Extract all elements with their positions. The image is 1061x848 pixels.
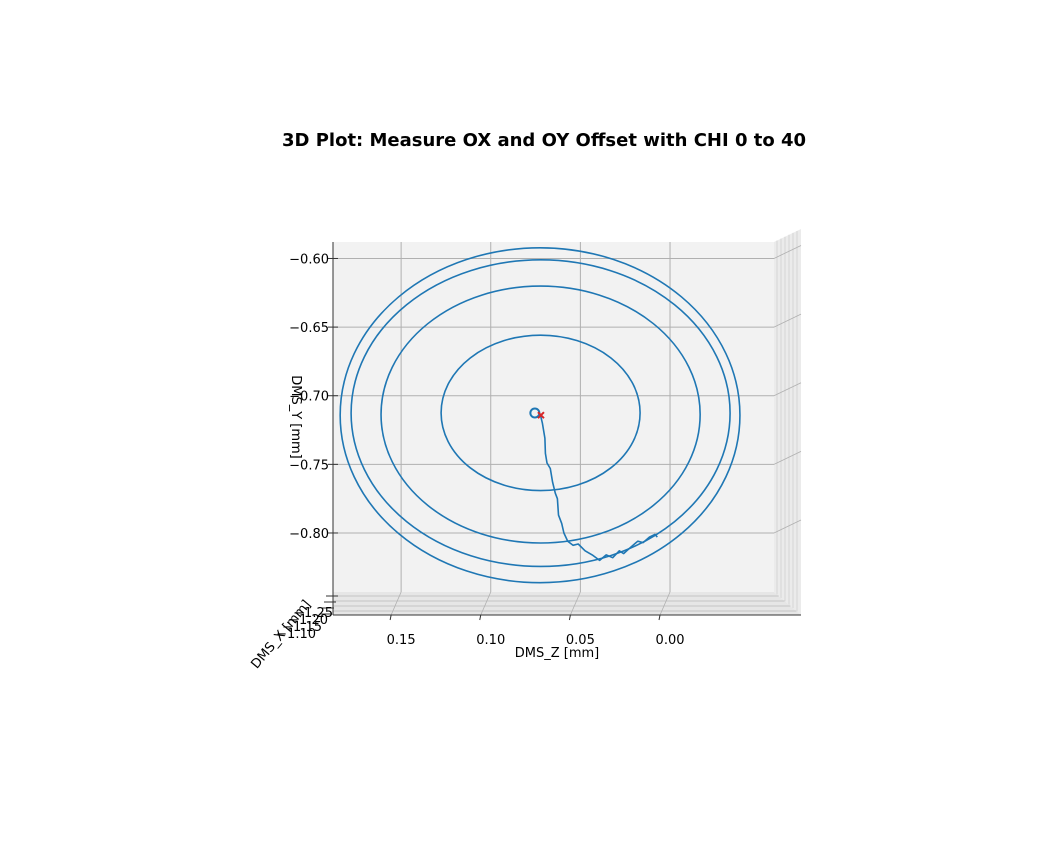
z-tick-label-1: −1.15 [282,620,322,635]
x-gridline-floor-0 [390,591,402,616]
tick-marks [320,257,661,621]
x-gridline-floor-2 [570,591,581,616]
floor-pane [333,592,801,615]
data-ring-2 [350,259,731,568]
y-tick-label-1: −0.65 [289,321,329,336]
marker-x-1 [537,411,545,419]
data-traces [339,246,741,584]
y-gridline-side-4 [773,519,802,534]
data-ring-0 [440,334,641,492]
x-tick-0 [389,614,392,621]
y-gridline-side-2 [773,382,802,397]
y-gridline-side-0 [773,245,802,259]
y-tick-label-3: −0.75 [289,458,329,473]
x-gridline-floor-1 [480,591,492,616]
grid-lines [333,242,802,616]
x-axis-label: DMS_Z [mm] [515,646,600,661]
marker-x-stroke-b-1 [537,411,545,419]
floor-lines [333,595,797,612]
data-ring-1 [380,285,701,544]
z-tick-label-2: −1.20 [288,613,328,628]
x-tick-label-0: 0.15 [387,633,416,648]
x-tick-3 [658,614,661,621]
z-tick-label-3: −1.25 [293,606,333,621]
y-tick-label-2: −0.70 [289,390,329,405]
back-pane [333,229,801,615]
x-gridline-floor-3 [659,591,671,616]
x-tick-label-2: 0.05 [566,633,595,648]
chart-title: 3D Plot: Measure OX and OY Offset with C… [282,130,806,151]
side-pane-strips [776,230,798,612]
back-pane-fill [333,242,774,592]
y-tick-label-4: −0.80 [289,527,329,542]
y-tick-label-0: −0.60 [289,252,329,267]
x-tick-1 [479,614,482,621]
x-tick-label-1: 0.10 [476,633,505,648]
y-axis-label: DMS_Y [mm] [288,375,303,459]
x-tick-2 [568,614,571,621]
data-path [539,414,658,562]
tick-labels: −0.60 −0.65 −0.70 −0.75 −0.80 0.15 0.10 0.05 0.0… [276,252,684,648]
data-markers [529,407,545,419]
y-gridline-side-3 [773,450,802,465]
y-gridline-side-1 [773,313,802,328]
z-tick-label-0: −1.10 [276,627,316,642]
x-tick-label-3: 0.00 [656,633,685,648]
data-ring-3 [339,246,741,584]
